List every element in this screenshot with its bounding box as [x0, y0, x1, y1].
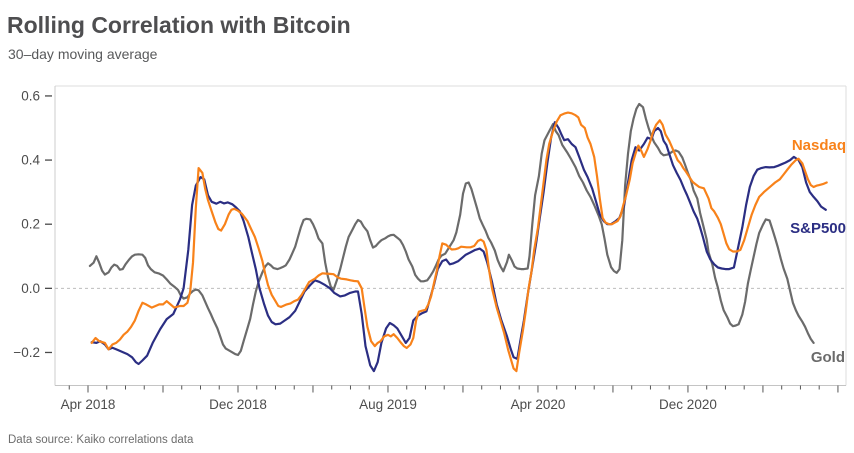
- y-tick-label: 0.4: [21, 153, 40, 168]
- chart-title: Rolling Correlation with Bitcoin: [7, 12, 351, 38]
- x-tick-label: Apr 2020: [511, 397, 566, 412]
- legend-label-sp500: S&P500: [790, 220, 846, 237]
- legend-label-nasdaq: Nasdaq: [791, 137, 846, 154]
- data-source: Data source: Kaiko correlations data: [8, 434, 194, 446]
- y-tick-label: −0.2: [13, 345, 40, 360]
- series-line-sp500: [90, 121, 827, 373]
- x-tick-label: Apr 2018: [61, 397, 116, 412]
- x-tick-label: Aug 2019: [359, 397, 417, 412]
- series-line-gold: [88, 102, 815, 357]
- y-tick-label: 0.0: [21, 281, 40, 296]
- x-tick-label: Dec 2018: [209, 397, 267, 412]
- y-tick-label: 0.6: [21, 88, 40, 103]
- x-tick-label: Dec 2020: [659, 397, 717, 412]
- series-line-nasdaq: [90, 111, 828, 373]
- legend-label-gold: Gold: [810, 349, 845, 366]
- y-tick-label: 0.2: [21, 217, 40, 232]
- chart-subtitle: 30–day moving average: [8, 46, 158, 62]
